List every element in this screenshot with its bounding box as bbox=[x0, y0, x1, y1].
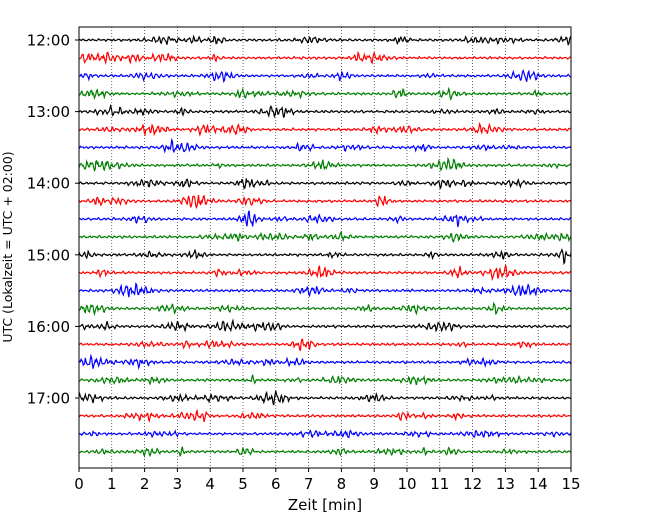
y-tick-label-3: 15:00 bbox=[27, 246, 70, 264]
trace-1700 bbox=[78, 390, 572, 406]
x-tick-label-8: 8 bbox=[337, 475, 347, 493]
x-tick-label-9: 9 bbox=[369, 475, 379, 493]
trace-1445 bbox=[78, 230, 572, 243]
x-tick-label-13: 13 bbox=[496, 475, 515, 493]
y-axis: 12:00 13:00 14:00 15:00 16:00 17:00 bbox=[27, 32, 79, 408]
trace-1330 bbox=[78, 137, 572, 154]
trace-1500 bbox=[78, 248, 572, 266]
x-tick-label-7: 7 bbox=[304, 475, 314, 493]
x-tick-label-10: 10 bbox=[397, 475, 416, 493]
y-tick-label-1: 13:00 bbox=[27, 103, 70, 121]
trace-1545 bbox=[78, 301, 572, 317]
trace-1400 bbox=[78, 177, 572, 190]
trace-1645 bbox=[78, 374, 572, 386]
x-tick-label-0: 0 bbox=[74, 475, 84, 493]
trace-1345 bbox=[78, 156, 572, 172]
trace-1215 bbox=[78, 50, 572, 66]
trace-1730 bbox=[78, 429, 572, 439]
trace-1630 bbox=[78, 353, 572, 371]
plot-frame bbox=[78, 26, 572, 469]
y-tick-label-4: 16:00 bbox=[27, 318, 70, 336]
x-axis: 0 1 2 3 4 5 6 7 8 9 10 11 12 13 14 15 bbox=[74, 468, 581, 493]
y-tick-label-5: 17:00 bbox=[27, 390, 70, 408]
x-tick-label-15: 15 bbox=[561, 475, 580, 493]
trace-1530 bbox=[78, 281, 572, 298]
x-tick-label-4: 4 bbox=[205, 475, 215, 493]
seismic-traces bbox=[78, 34, 572, 459]
x-tick-label-1: 1 bbox=[107, 475, 117, 493]
x-tick-label-12: 12 bbox=[463, 475, 482, 493]
x-axis-title: Zeit [min] bbox=[288, 496, 362, 514]
x-tick-label-6: 6 bbox=[271, 475, 281, 493]
trace-1300 bbox=[78, 103, 572, 119]
x-tick-label-14: 14 bbox=[529, 475, 548, 493]
x-tick-label-11: 11 bbox=[430, 475, 449, 493]
trace-1315 bbox=[78, 121, 572, 137]
trace-1715 bbox=[78, 408, 572, 423]
trace-1430 bbox=[79, 210, 572, 228]
trace-1230 bbox=[78, 68, 572, 84]
x-tick-label-2: 2 bbox=[140, 475, 150, 493]
trace-1245 bbox=[78, 86, 572, 101]
trace-1615 bbox=[78, 338, 572, 352]
x-tick-label-5: 5 bbox=[238, 475, 248, 493]
trace-1745 bbox=[78, 446, 572, 459]
trace-1515 bbox=[78, 264, 572, 282]
plot-background bbox=[79, 27, 571, 468]
x-tick-label-3: 3 bbox=[173, 475, 183, 493]
trace-1415 bbox=[78, 194, 572, 210]
y-tick-label-0: 12:00 bbox=[27, 32, 70, 50]
trace-1200 bbox=[78, 34, 572, 46]
y-tick-label-2: 14:00 bbox=[27, 175, 70, 193]
trace-1600 bbox=[78, 318, 572, 333]
y-axis-title: UTC (Lokalzeit = UTC + 02:00) bbox=[0, 151, 15, 342]
